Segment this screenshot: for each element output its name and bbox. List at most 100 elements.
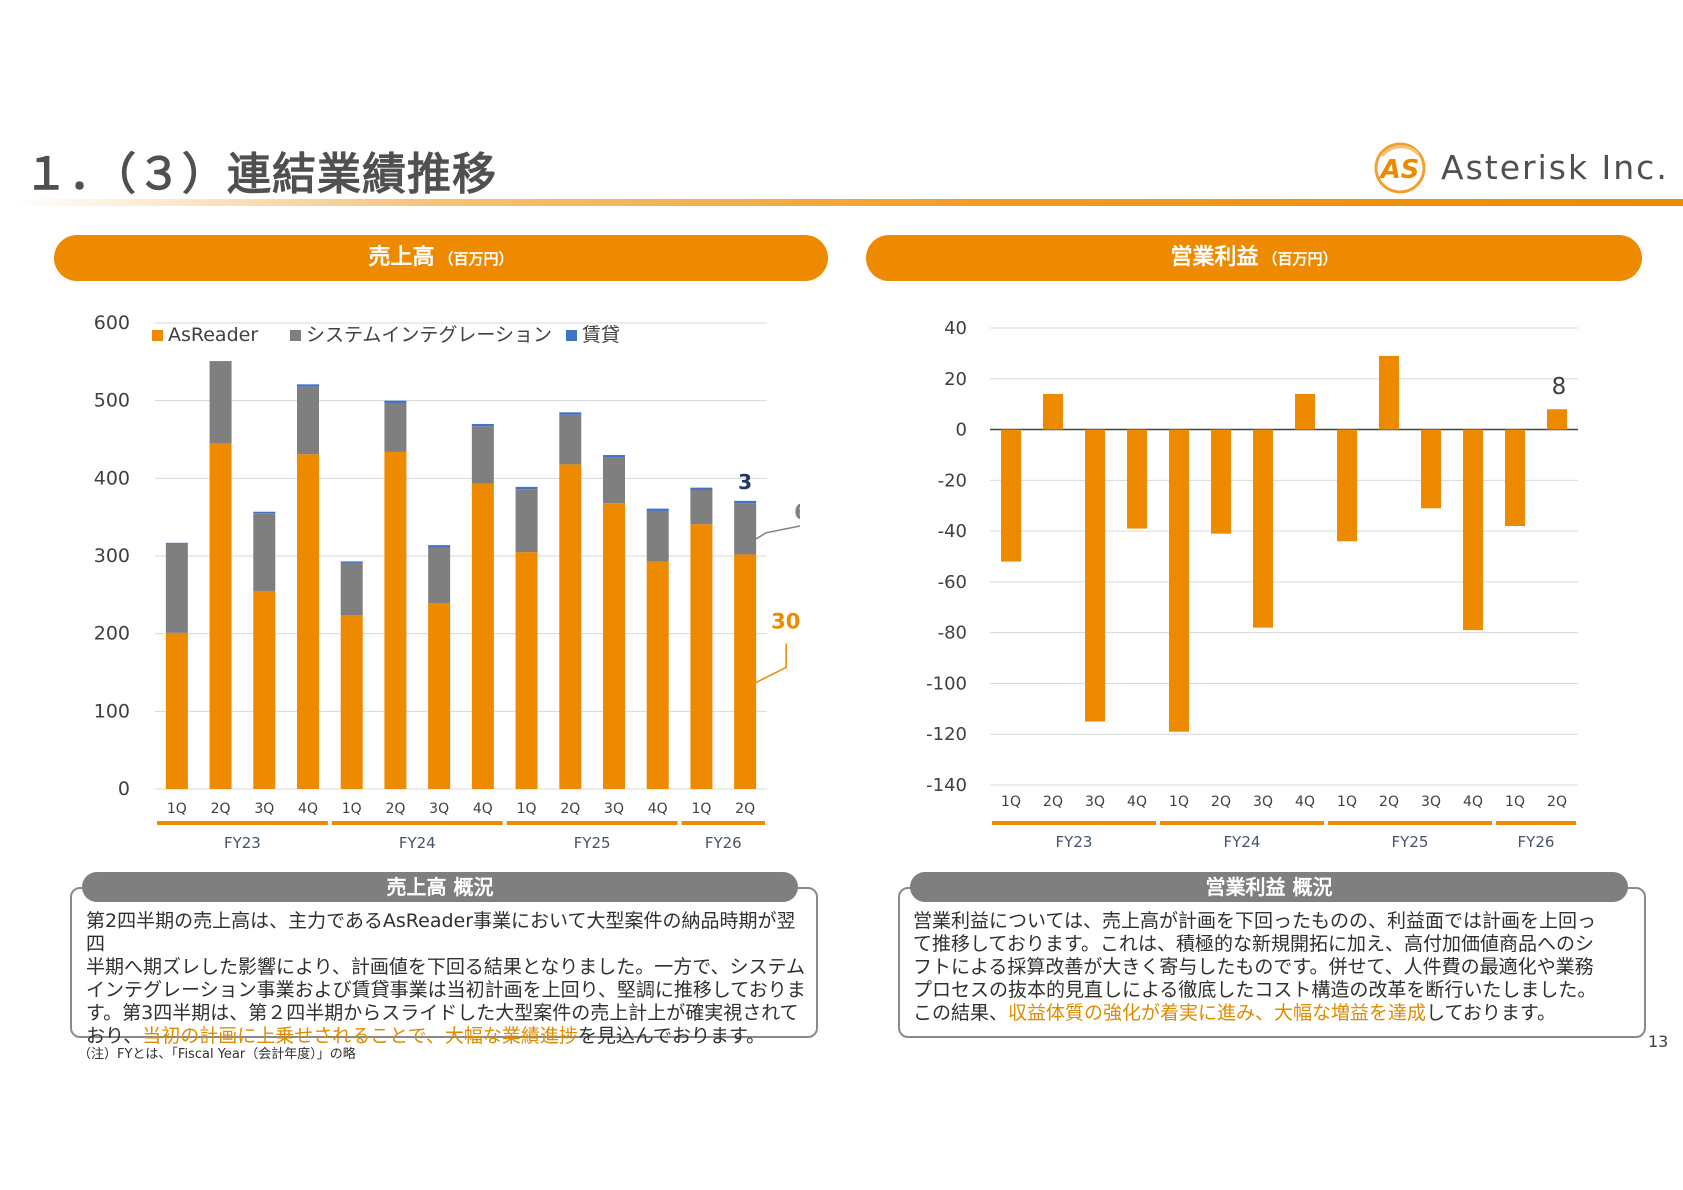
bar [1379, 355, 1399, 430]
profit-summary-highlight: 収益体質の強化が着実に進み、大幅な増益を達成 [1008, 1002, 1427, 1024]
bar-segment [340, 561, 363, 564]
fiscal-year-band [1160, 821, 1324, 825]
bar-segment [559, 464, 582, 789]
x-tick-label: 1Q [342, 801, 362, 817]
x-tick-label: 1Q [167, 801, 187, 817]
x-tick-label: 1Q [1169, 794, 1189, 810]
profit-summary-suffix: しております。 [1426, 1002, 1556, 1024]
bar-segment [603, 457, 625, 504]
sales-summary-box [70, 887, 818, 1038]
bar-segment [209, 361, 232, 362]
profit-summary-heading: 営業利益 概況 [910, 872, 1628, 902]
sales-summary-text: 第2四半期の売上高は、主力であるAsReader事業において大型案件の納品時期が… [86, 910, 806, 1048]
x-tick-label: 2Q [735, 801, 755, 817]
legend-swatch [566, 330, 577, 341]
bar [1337, 429, 1357, 542]
bar-segment [559, 414, 582, 465]
bar-segment [253, 590, 276, 789]
sales-panel-header: 売上高 （百万円） [54, 235, 828, 281]
footnote: （注）FYとは、「Fiscal Year（会計年度）」の略 [78, 1047, 356, 1062]
bar-segment [384, 402, 407, 452]
sales-summary-line: 第2四半期の売上高は、主力であるAsReader事業において大型案件の納品時期が… [86, 910, 796, 955]
bar-segment [734, 503, 757, 555]
data-label-rental: 3 [738, 470, 752, 494]
fiscal-year-band [157, 821, 328, 825]
bar-segment [340, 563, 363, 616]
bar-segment [165, 543, 188, 633]
sales-summary-heading: 売上高 概況 [82, 872, 798, 902]
company-name: Asterisk Inc. [1441, 148, 1669, 187]
sales-summary-line: 半期へ期ズレした影響により、計画値を下回る結果となりました。一方で、システム [86, 956, 805, 978]
bar-segment [734, 500, 757, 504]
bar [1085, 429, 1105, 722]
bar [1505, 429, 1525, 527]
y-tick-label: -140 [926, 775, 967, 796]
bar-segment [559, 412, 582, 415]
sales-summary-line: す。第3四半期は、第２四半期からスライドした大型案件の売上計上が確実視されて [86, 1002, 799, 1024]
page-number: 13 [1648, 1032, 1669, 1051]
bar-segment [209, 361, 232, 444]
bar-segment [209, 443, 232, 789]
x-tick-label: 3Q [429, 801, 449, 817]
x-tick-label: 2Q [385, 801, 405, 817]
bar-segment [515, 552, 538, 789]
bar [1253, 429, 1273, 628]
x-tick-label: 4Q [1463, 794, 1483, 810]
bar-segment [297, 454, 319, 789]
y-tick-label: 0 [956, 420, 967, 441]
bar-segment [690, 524, 713, 789]
bar-segment [646, 561, 669, 789]
legend-label: システムインテグレーション [306, 324, 552, 346]
sales-unit: （百万円） [438, 250, 514, 268]
data-label-asreader: 302 [771, 609, 800, 633]
profit-summary-text: 営業利益については、売上高が計画を下回ったものの、利益面では計画を上回っ て推移… [913, 910, 1639, 1025]
bar-segment [471, 483, 494, 789]
x-tick-label: 4Q [298, 801, 318, 817]
x-tick-label: 4Q [1295, 794, 1315, 810]
bar-segment [471, 426, 494, 484]
sales-summary-highlight: 当初の計画に上乗せされることで、大幅な業績進捗 [142, 1025, 578, 1047]
bar [1463, 429, 1483, 631]
y-tick-label: 200 [94, 623, 130, 645]
bar-segment [340, 615, 363, 789]
y-tick-label: -100 [926, 673, 967, 694]
bar [1127, 429, 1147, 529]
bar [1421, 429, 1441, 509]
x-tick-label: 2Q [1043, 794, 1063, 810]
y-tick-label: 300 [94, 545, 130, 567]
x-tick-label: 4Q [1127, 794, 1147, 810]
profit-heading: 営業利益 [1170, 245, 1259, 270]
profit-summary-line: て推移しております。これは、積極的な新規開拓に加え、高付加価値商品へのシ [913, 933, 1594, 955]
y-tick-label: 0 [118, 778, 130, 800]
y-tick-label: -40 [938, 521, 967, 542]
y-tick-label: 40 [944, 318, 967, 339]
x-tick-label: 4Q [648, 801, 668, 817]
profit-summary-prefix: この結果、 [913, 1002, 1009, 1024]
x-tick-label: 1Q [1337, 794, 1357, 810]
fiscal-year-label: FY25 [1392, 833, 1429, 851]
title-underline [10, 199, 1683, 206]
x-tick-label: 2Q [560, 801, 580, 817]
bar [1211, 429, 1231, 534]
y-tick-label: -120 [926, 724, 967, 745]
bar-segment [253, 511, 276, 514]
bar-segment [428, 545, 451, 548]
leader-line [755, 525, 800, 540]
sales-summary-suffix: を見込んでおります。 [577, 1025, 766, 1047]
x-tick-label: 3Q [604, 801, 624, 817]
bar-segment [165, 632, 188, 789]
bar-segment [515, 489, 538, 553]
bar-segment [646, 510, 669, 562]
bar-segment [428, 547, 451, 604]
x-tick-label: 4Q [473, 801, 493, 817]
bar [1169, 429, 1189, 732]
data-label-latest: 8 [1552, 374, 1567, 400]
y-tick-label: -20 [938, 470, 967, 491]
fiscal-year-band [1496, 821, 1576, 825]
fiscal-year-band [331, 821, 503, 825]
sales-chart: 0 100 200 300 400 500 600 1Q 2Q 3Q 4Q 1Q 2Q 3Q 4Q 1Q 2Q 3… [94, 312, 800, 852]
bar [1547, 409, 1567, 430]
bar-segment [253, 513, 276, 591]
y-tick-label: -60 [938, 572, 967, 593]
bar-segment [690, 489, 713, 525]
